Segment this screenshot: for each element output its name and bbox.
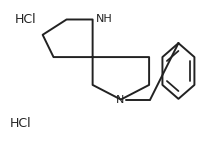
Text: HCl: HCl	[10, 117, 32, 130]
Text: N: N	[116, 95, 125, 105]
Text: HCl: HCl	[15, 13, 36, 26]
Text: NH: NH	[96, 14, 113, 24]
